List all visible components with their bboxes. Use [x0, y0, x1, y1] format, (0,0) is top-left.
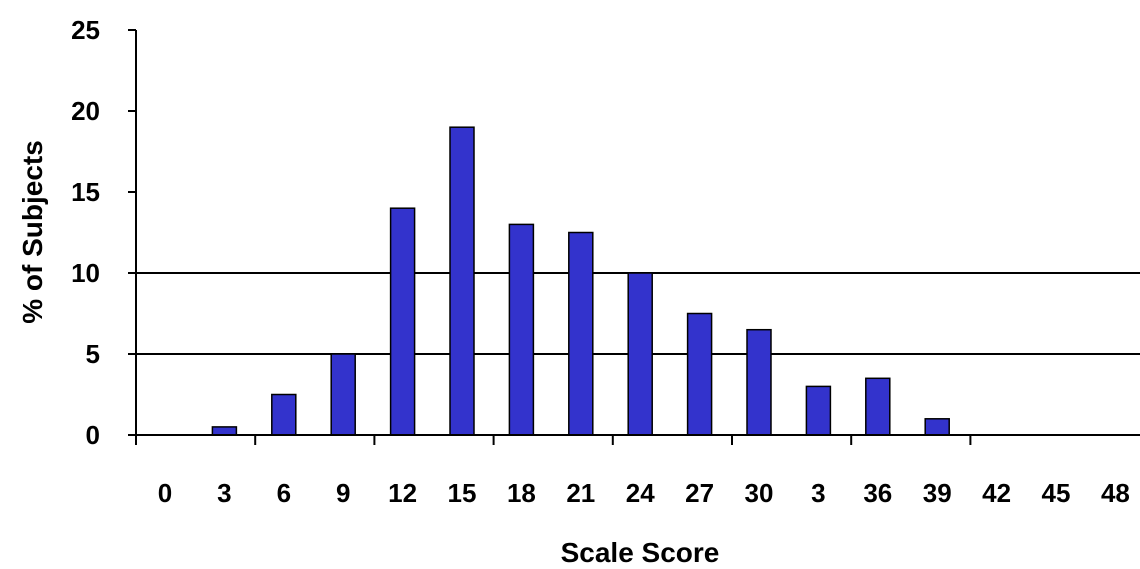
bar-8 [627, 272, 653, 436]
bar-13 [924, 418, 950, 436]
x-tick-label: 36 [863, 478, 892, 508]
x-tick-label: 0 [158, 478, 172, 508]
y-tick-label: 25 [71, 15, 100, 45]
bar-11 [805, 385, 832, 436]
x-tick-label: 27 [685, 478, 714, 508]
y-axis-title: % of Subjects [17, 140, 48, 324]
y-tick-label: 15 [71, 177, 100, 207]
x-tick-label: 6 [277, 478, 291, 508]
bar-1 [211, 426, 238, 436]
x-tick-label: 9 [336, 478, 350, 508]
y-tick-label: 0 [86, 420, 100, 450]
x-tick-labels: 0 3 6 9 12 15 18 21 24 27 30 3 36 39 42 45 48 [158, 478, 1130, 508]
y-tick-label: 20 [71, 96, 100, 126]
x-tick-label: 3 [217, 478, 231, 508]
x-tick-label: 30 [745, 478, 774, 508]
bar-4 [389, 207, 416, 436]
x-tick-label: 3 [811, 478, 825, 508]
bar-12 [865, 377, 891, 436]
x-tick-label: 39 [923, 478, 952, 508]
axes [128, 29, 1140, 445]
bar-7 [568, 231, 594, 436]
bar-10 [746, 328, 772, 436]
x-tick-label: 15 [448, 478, 477, 508]
bar-6 [508, 223, 535, 436]
x-tick-label: 21 [566, 478, 595, 508]
x-tick-label: 18 [507, 478, 536, 508]
x-tick-label: 12 [388, 478, 417, 508]
bar-5 [449, 126, 475, 436]
bars [211, 126, 950, 436]
x-tick-label: 42 [982, 478, 1011, 508]
bar-3 [330, 353, 356, 436]
y-tick-label: 10 [71, 258, 100, 288]
x-tick-label: 24 [626, 478, 655, 508]
bar-9 [686, 312, 713, 436]
x-tick-label: 45 [1042, 478, 1071, 508]
y-tick-labels: 0 5 10 15 20 25 [71, 15, 100, 450]
x-axis-title: Scale Score [561, 537, 720, 564]
x-tick-label: 48 [1101, 478, 1130, 508]
bar-2 [271, 393, 297, 436]
y-tick-label: 5 [86, 339, 100, 369]
